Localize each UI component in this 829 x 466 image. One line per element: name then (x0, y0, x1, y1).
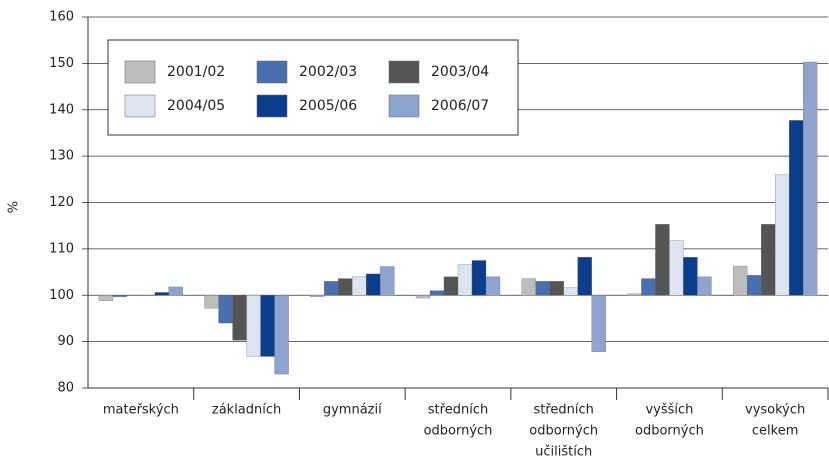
legend-label: 2005/06 (299, 98, 357, 114)
legend-swatch (256, 94, 288, 118)
bar (485, 276, 501, 296)
bar (352, 276, 367, 296)
bar (732, 265, 748, 296)
x-tick-label: mateřských (103, 403, 179, 418)
legend-swatch (388, 94, 420, 118)
x-tick-label: vysokých (745, 403, 805, 418)
bar (274, 295, 289, 375)
bar (457, 264, 473, 296)
bar (380, 266, 395, 296)
legend-swatch (124, 60, 156, 84)
x-tick-label: celkem (752, 424, 798, 439)
bar (204, 295, 219, 309)
bar (774, 174, 790, 296)
x-tick-label: učilištích (535, 445, 592, 460)
bar (168, 286, 184, 296)
x-tick-label: odborných (424, 424, 493, 439)
legend-label: 2002/03 (299, 64, 357, 80)
bar (310, 295, 325, 297)
bar (655, 224, 670, 296)
bar (366, 273, 381, 296)
x-tick-label: středních (534, 403, 594, 418)
bar (246, 295, 261, 357)
bar (471, 260, 487, 296)
x-tick-label: vyšších (645, 403, 693, 418)
x-tick-label: odborných (635, 424, 704, 439)
bar (535, 281, 550, 296)
x-tick-label: odborných (529, 424, 598, 439)
y-tick-label: 130 (49, 149, 74, 164)
y-tick-label: 100 (49, 288, 74, 303)
bar (218, 295, 233, 324)
bar (154, 292, 170, 296)
bar (98, 295, 114, 301)
x-tick-label: gymnázií (323, 403, 382, 418)
bar (788, 120, 804, 296)
y-tick-label: 160 (49, 10, 74, 25)
legend-swatch (388, 60, 420, 84)
legend-swatch (124, 94, 156, 118)
bar (627, 293, 642, 296)
bar (338, 278, 353, 296)
bar (415, 295, 431, 299)
bar (746, 275, 762, 296)
legend-label: 2003/04 (431, 64, 489, 80)
y-tick-label: 150 (49, 56, 74, 71)
bar (549, 281, 564, 296)
bar (669, 240, 684, 296)
bar (429, 290, 445, 296)
bar (697, 276, 712, 296)
bar (802, 61, 818, 296)
y-tick-label: 80 (57, 381, 74, 396)
x-tick-label: základních (212, 403, 281, 418)
bar (260, 295, 275, 357)
y-tick-label: 90 (57, 334, 74, 349)
legend-label: 2006/07 (431, 98, 489, 114)
legend-box (107, 39, 519, 136)
bar (443, 276, 459, 296)
y-tick-label: 140 (49, 102, 74, 117)
bar (641, 278, 656, 296)
legend-swatch (256, 60, 288, 84)
bar (112, 295, 128, 297)
y-tick-label: 110 (49, 241, 74, 256)
bar (577, 257, 592, 296)
legend-label: 2004/05 (167, 98, 225, 114)
bar (591, 295, 606, 352)
legend-label: 2001/02 (167, 64, 225, 80)
x-tick-label: středních (428, 403, 488, 418)
bar (760, 224, 776, 296)
bar (683, 257, 698, 296)
bar (521, 278, 536, 296)
bar (232, 295, 247, 341)
y-axis-label: % (7, 201, 22, 213)
bar (324, 281, 339, 296)
bar (563, 287, 578, 296)
y-tick-label: 120 (49, 195, 74, 210)
